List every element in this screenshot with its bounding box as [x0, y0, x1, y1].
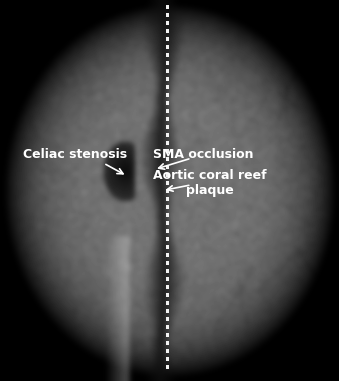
Text: Aortic coral reef
plaque: Aortic coral reef plaque [153, 169, 267, 197]
Text: SMA occlusion: SMA occlusion [153, 148, 254, 161]
Text: Celiac stenosis: Celiac stenosis [22, 148, 127, 161]
